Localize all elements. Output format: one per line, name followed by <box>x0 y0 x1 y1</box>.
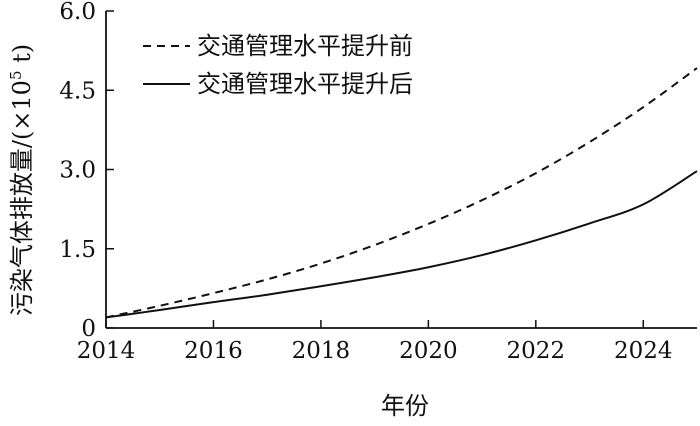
x-axis-title: 年份 <box>381 392 429 420</box>
y-tick-label: 0 <box>81 316 96 342</box>
x-tick-label: 2022 <box>507 338 566 364</box>
y-tick-label: 6.0 <box>59 0 96 25</box>
legend-label: 交通管理水平提升前 <box>197 32 413 60</box>
y-axis-title-main: 污染气体排放量/(×10 <box>8 80 36 316</box>
x-tick-label: 2016 <box>184 338 243 364</box>
y-axis-title: 污染气体排放量/(×105 t) <box>7 44 36 316</box>
series-line-before <box>105 67 698 319</box>
y-tick-label: 1.5 <box>59 237 96 263</box>
y-axis-title-superscript: 5 <box>7 70 25 80</box>
y-axis-title-unit: t) <box>8 44 36 71</box>
x-tick-label: 2014 <box>77 338 136 364</box>
series-line-after <box>105 170 698 319</box>
legend-label: 交通管理水平提升后 <box>197 70 413 98</box>
x-tick-label: 2024 <box>614 338 673 364</box>
x-tick-label: 2018 <box>292 338 351 364</box>
y-tick-label: 4.5 <box>59 78 96 104</box>
axes: 2014 2016 2018 2020 2022 2024 0 1.5 3.0 4.5 6.0 <box>59 0 697 364</box>
y-tick-label: 3.0 <box>59 158 96 184</box>
series-lines <box>105 67 698 319</box>
x-tick-label: 2020 <box>399 338 458 364</box>
